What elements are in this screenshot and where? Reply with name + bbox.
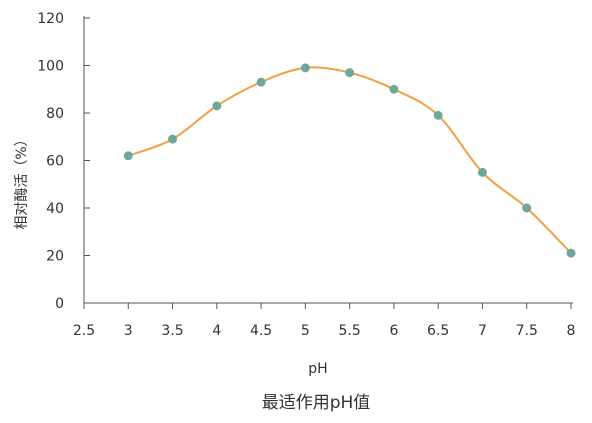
y-tick-label: 0 [55, 296, 64, 312]
series-line [127, 66, 572, 254]
data-point [566, 248, 576, 258]
series-layer [123, 63, 576, 258]
x-axis-title: pH [308, 361, 327, 377]
data-point [256, 77, 266, 87]
y-tick-label: 100 [37, 59, 64, 75]
x-tick-label: 7.5 [516, 323, 538, 339]
y-tick-label: 120 [37, 11, 64, 27]
x-tick-label: 4 [212, 323, 221, 339]
x-tick-label: 5.5 [339, 323, 361, 339]
data-point [212, 101, 222, 111]
y-tick-label: 40 [46, 201, 64, 217]
x-tick-label: 3.5 [161, 323, 183, 339]
x-tick-label: 5 [301, 323, 310, 339]
data-point [300, 63, 310, 73]
data-point [345, 68, 355, 78]
x-tick-label: 4.5 [250, 323, 272, 339]
x-tick-label: 6.5 [427, 323, 449, 339]
data-point [168, 134, 178, 144]
axes: 0 20 40 60 80 100 120 2.5 3 3.5 4 4.5 5 5.5 6 6.5 7 7.5 8 [37, 11, 575, 339]
x-tick-label: 8 [567, 323, 576, 339]
x-tick-label: 6 [389, 323, 398, 339]
data-point [389, 84, 399, 94]
y-tick-label: 80 [46, 106, 64, 122]
y-tick-label: 60 [46, 154, 64, 170]
x-tick-label: 7 [478, 323, 487, 339]
data-point [522, 203, 532, 213]
data-point [477, 167, 487, 177]
data-point [433, 110, 443, 120]
chart-caption: 最适作用pH值 [262, 393, 371, 413]
y-axis-title: 相对酶活（%） [14, 132, 30, 229]
x-tick-label: 2.5 [73, 323, 95, 339]
y-tick-label: 20 [46, 249, 64, 265]
x-tick-label: 3 [124, 323, 133, 339]
data-point [123, 151, 133, 161]
